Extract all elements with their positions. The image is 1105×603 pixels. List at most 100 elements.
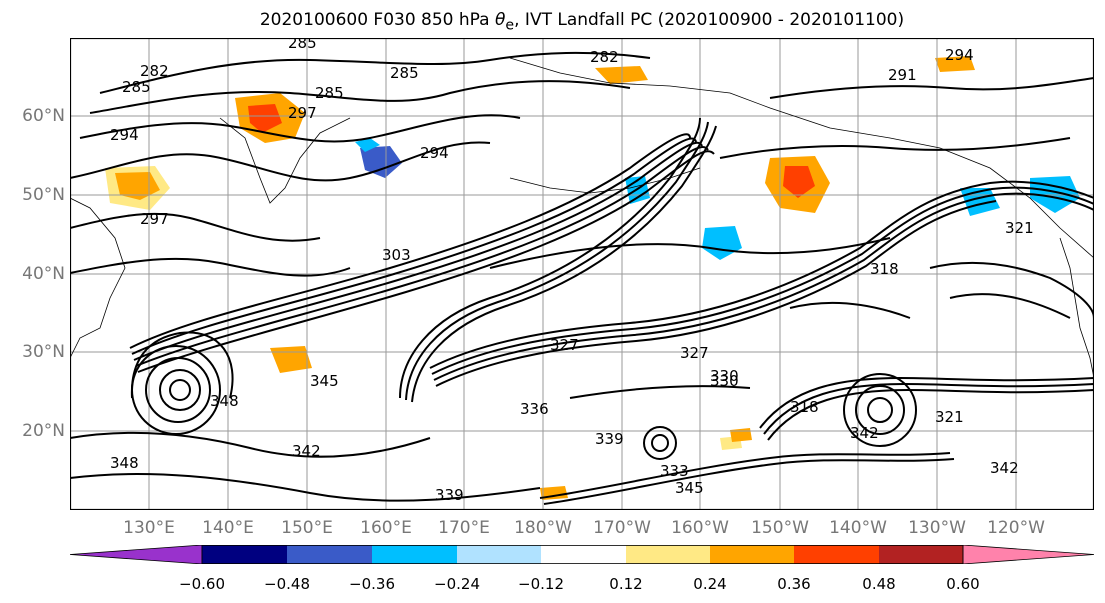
lat-label-30n: 30°N: [22, 342, 65, 362]
coast-kamchatka: [219, 117, 351, 204]
colorbar-bin-8: [710, 545, 794, 564]
lon-label-180w: 180°W: [514, 518, 572, 538]
contour-label: 291: [888, 66, 917, 84]
coast-asia: [70, 197, 126, 359]
contour-label: 333: [660, 462, 689, 480]
contour-line: [159, 369, 201, 411]
map-plot: 282 285 285 294 297 282 285 294 297 285 …: [70, 38, 1094, 510]
contour-label: 282: [590, 48, 619, 66]
contour-label: 339: [435, 486, 464, 504]
contour-line: [929, 261, 1094, 319]
contour-line: [769, 77, 1094, 99]
contour-label: 336: [520, 400, 549, 418]
contour-line: [767, 388, 1094, 441]
colorbar-bin-2: [202, 545, 287, 564]
contour-label: 342: [990, 459, 1019, 477]
contour-label: 339: [595, 430, 624, 448]
contour-line: [433, 192, 1094, 381]
contour-line: [130, 331, 234, 399]
contour-line: [70, 431, 431, 458]
lon-label-130e: 130°E: [123, 518, 175, 538]
contour-line: [133, 141, 703, 361]
theta-e-contours: [70, 51, 1094, 505]
colorbar-tick: 0.36: [777, 575, 811, 593]
colorbar-tick: −0.36: [349, 575, 395, 593]
shade-kamchatka-red: [248, 104, 282, 133]
contour-line: [651, 434, 669, 452]
contour-line: [539, 452, 951, 499]
contour-line: [399, 117, 701, 399]
colorbar-bin-6: [541, 545, 626, 564]
colorbar-frame: [201, 545, 964, 564]
map-title: 2020100600 F030 850 hPa θe, IVT Landfall…: [259, 10, 905, 34]
colorbar-extend-low: [70, 545, 203, 564]
lon-label-150e: 150°E: [281, 518, 333, 538]
contour-labels: 282 285 285 294 297 282 285 294 297 285 …: [110, 38, 1034, 504]
colorbar-tick: −0.12: [518, 575, 564, 593]
contour-label: 294: [945, 46, 974, 64]
colorbar-tick: 0.60: [946, 575, 980, 593]
coastlines: [70, 57, 1094, 379]
contour-line: [759, 376, 1094, 429]
lat-label-40n: 40°N: [22, 264, 65, 284]
contour-label: 285: [315, 84, 344, 102]
contour-line: [719, 137, 1071, 159]
contour-line: [405, 121, 709, 401]
contour-label: 318: [790, 398, 819, 416]
colorbar-bin-4: [372, 545, 457, 564]
contour-line: [129, 133, 691, 349]
contour-label: 348: [110, 454, 139, 472]
contour-label: 345: [675, 479, 704, 497]
map-frame: [70, 38, 1094, 510]
contour-line: [489, 237, 891, 269]
coast-alaska: [509, 57, 1094, 259]
anomaly-shading: [105, 56, 1080, 500]
contour-line: [89, 80, 631, 114]
contour-line: [70, 473, 541, 502]
contour-line: [949, 293, 1071, 319]
lon-label-170w: 170°W: [593, 518, 651, 538]
contour-line: [145, 357, 211, 423]
contour-label: 297: [140, 210, 169, 228]
colorbar-bin-9: [794, 545, 879, 564]
contour-label: 330: [710, 367, 739, 385]
shade-western-orange: [270, 346, 312, 373]
contour-label: 327: [550, 336, 579, 354]
colorbar-bin-10: [879, 545, 963, 564]
contour-label: 282: [140, 62, 169, 80]
map-gridlines: [70, 38, 1094, 510]
contour-label: 294: [110, 126, 139, 144]
contour-label: 303: [382, 246, 411, 264]
lon-label-120w: 120°W: [987, 518, 1045, 538]
colorbar-tick: −0.24: [434, 575, 480, 593]
shade-bering-blue: [360, 146, 402, 178]
lon-label-130w: 130°W: [908, 518, 966, 538]
colorbar-tick: 0.48: [862, 575, 896, 593]
contour-label: 285: [288, 38, 317, 52]
contour-label: 321: [1005, 219, 1034, 237]
contour-label: 285: [122, 78, 151, 96]
contour-line: [867, 397, 893, 423]
contour-line: [435, 200, 997, 387]
contour-line: [70, 141, 491, 182]
contour-line: [70, 257, 351, 277]
lon-label-160w: 160°W: [671, 518, 729, 538]
contour-label: 294: [420, 144, 449, 162]
contour-line: [789, 301, 911, 319]
contour-label: 297: [288, 104, 317, 122]
contour-label: 342: [292, 442, 321, 460]
colorbar-tick: −0.48: [264, 575, 310, 593]
contour-label: 318: [870, 260, 899, 278]
contour-line: [569, 385, 751, 399]
shade-hawaii-orange: [730, 428, 752, 442]
contour-label: 285: [390, 64, 419, 82]
colorbar-bin-3: [287, 545, 372, 564]
lat-label-60n: 60°N: [22, 106, 65, 126]
colorbar-bin-5: [457, 545, 541, 564]
colorbar: [70, 545, 1094, 564]
colorbar-tick: 0.12: [609, 575, 643, 593]
contour-line: [131, 137, 697, 355]
contour-line: [643, 426, 677, 460]
contour-line: [843, 373, 917, 447]
contour-label: 330: [710, 372, 739, 390]
